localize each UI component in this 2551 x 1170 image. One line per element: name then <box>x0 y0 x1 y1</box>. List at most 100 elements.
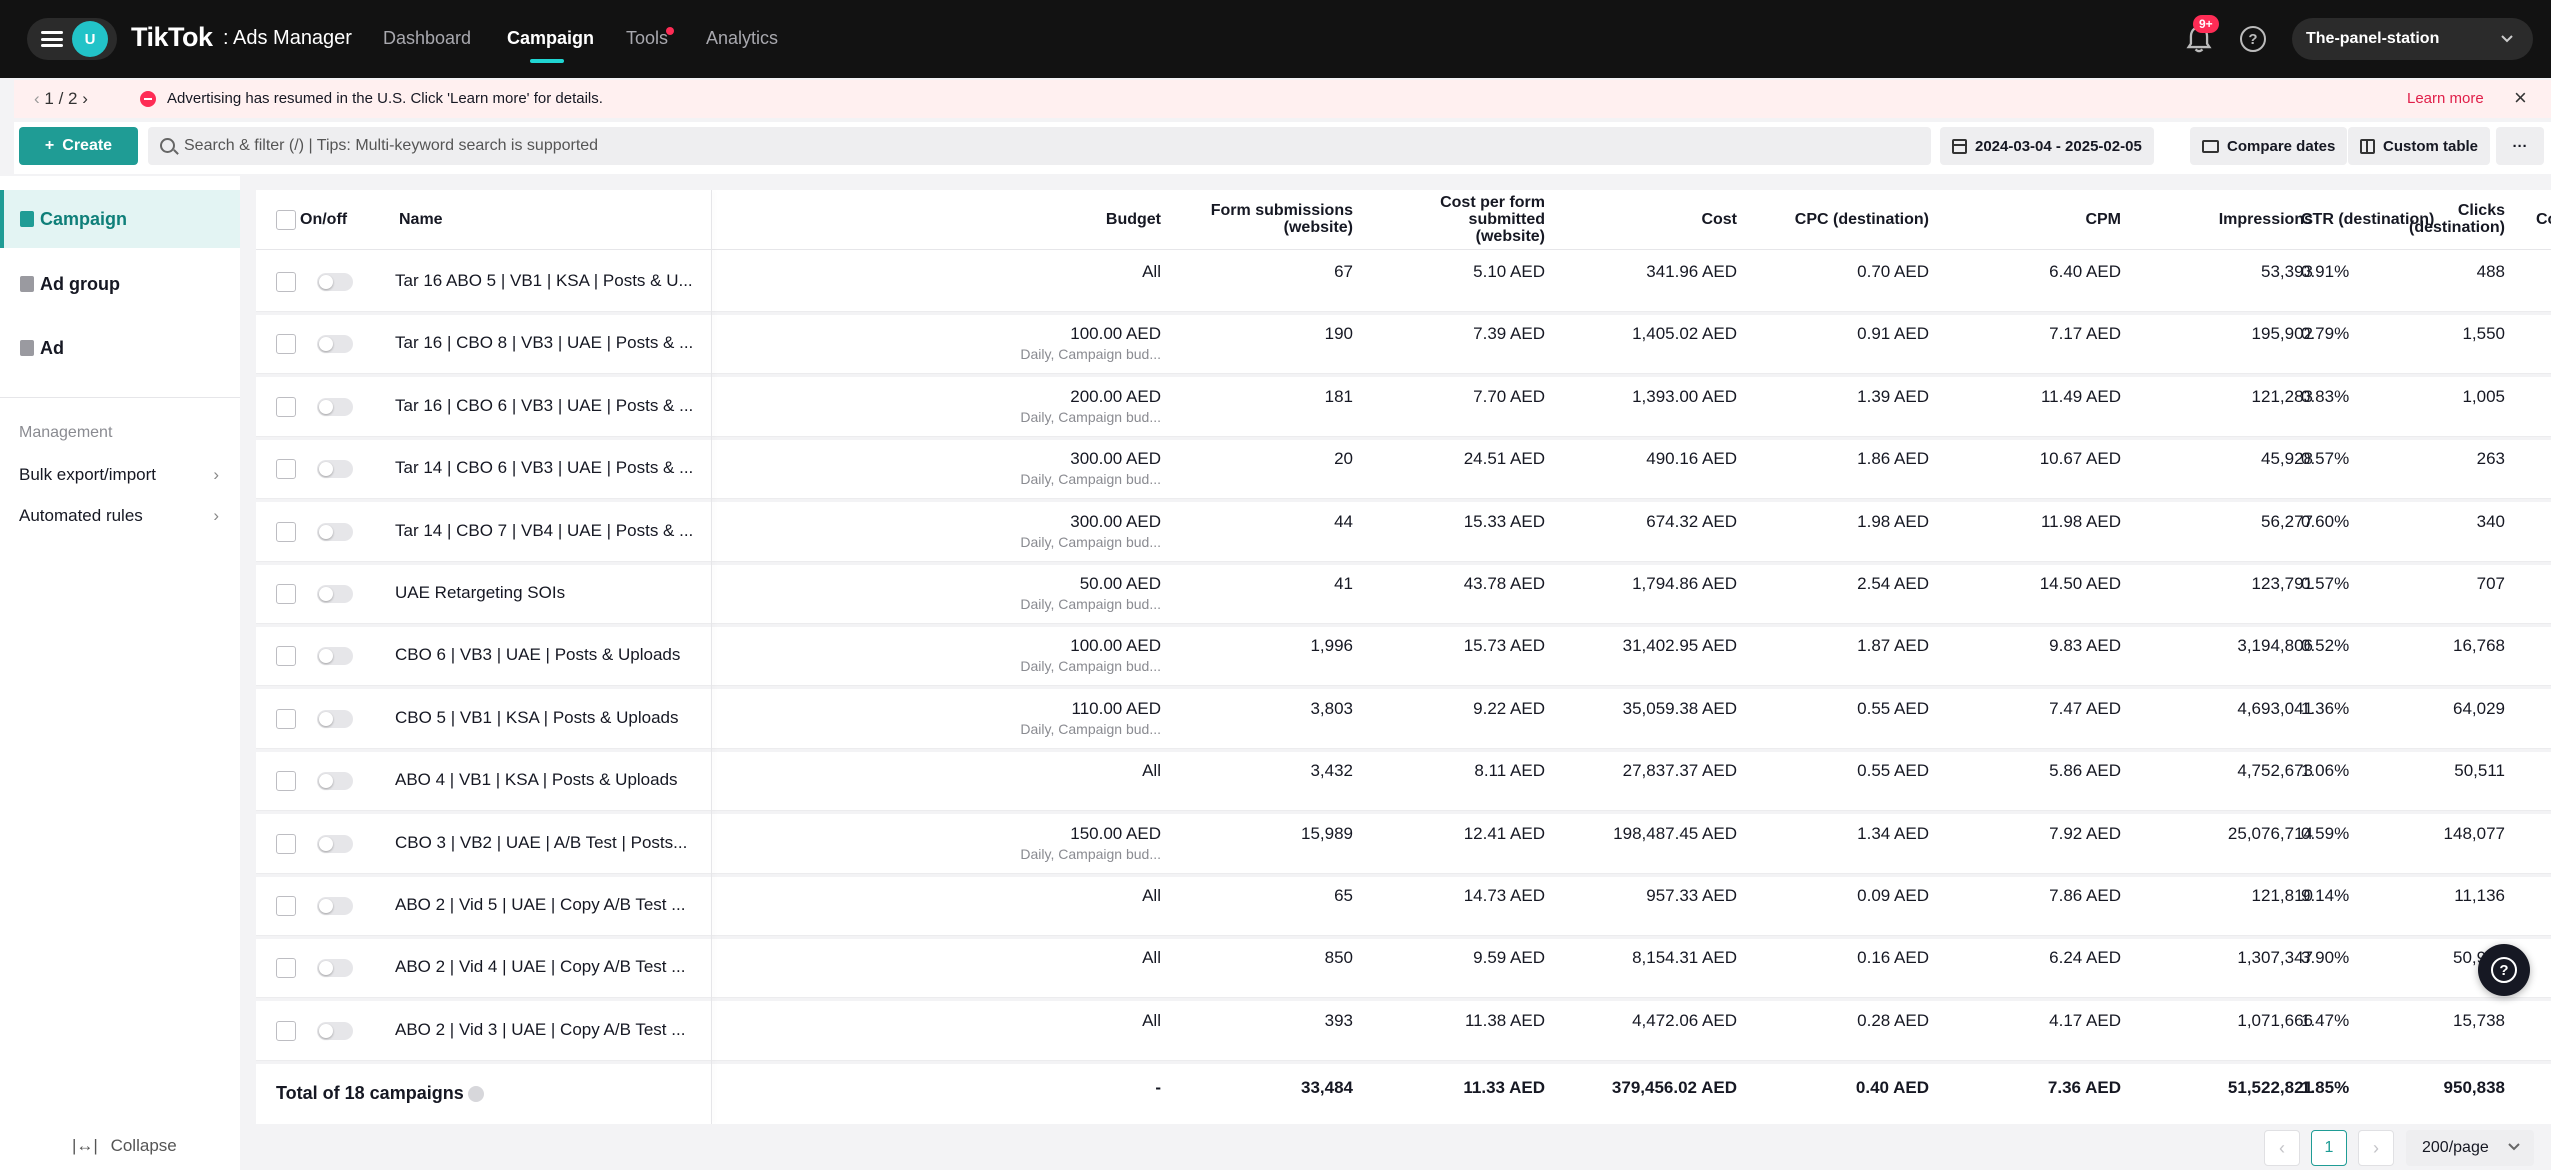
nav-campaign[interactable]: Campaign <box>507 28 595 48</box>
row-checkbox[interactable] <box>276 958 296 979</box>
automated-rules-item[interactable]: Automated rules › <box>19 506 219 526</box>
table-row[interactable]: ABO 2 | Vid 4 | UAE | Copy A/B Test ... A… <box>256 938 2551 1002</box>
row-checkbox[interactable] <box>276 396 296 417</box>
row-checkbox[interactable] <box>276 896 296 916</box>
row-checkbox[interactable] <box>276 771 296 792</box>
avatar[interactable]: U <box>72 21 108 57</box>
campaign-name-link[interactable]: ABO 4 | VB1 | KSA | Posts & Uploads <box>395 770 678 790</box>
row-status-toggle[interactable] <box>317 335 353 354</box>
row-checkbox[interactable] <box>276 459 296 480</box>
row-cost: 341.96 AED <box>1646 262 1737 281</box>
column-budget[interactable]: Budget <box>1105 211 1161 228</box>
campaign-name-link[interactable]: UAE Retargeting SOIs <box>395 583 566 602</box>
row-status-toggle[interactable] <box>317 273 353 291</box>
column-label: Form submissions <box>1210 202 1353 219</box>
column-cpm[interactable]: CPM <box>2085 211 2121 228</box>
table-row[interactable]: Tar 14 | CBO 6 | VB3 | UAE | Posts & ...… <box>256 439 2551 503</box>
learn-more-link[interactable]: Learn more <box>2407 90 2484 107</box>
close-icon[interactable]: × <box>2514 85 2527 110</box>
custom-table-label: Custom table <box>2383 137 2479 155</box>
compare-dates-button[interactable]: Compare dates <box>2190 127 2348 165</box>
chevron-left-icon[interactable]: ‹ <box>34 89 40 108</box>
row-status-toggle[interactable] <box>317 834 353 853</box>
table-row[interactable]: Tar 16 | CBO 8 | VB3 | UAE | Posts & ...… <box>256 314 2551 378</box>
table-row[interactable]: ABO 4 | VB1 | KSA | Posts & Uploads All 3,… <box>256 751 2551 815</box>
campaign-name-link[interactable]: CBO 6 | VB3 | UAE | Posts & Uploads <box>395 645 681 665</box>
table-row[interactable]: CBO 6 | VB3 | UAE | Posts & Uploads 100.0… <box>256 626 2551 690</box>
row-checkbox[interactable] <box>276 646 296 667</box>
row-status-toggle[interactable] <box>317 959 353 978</box>
row-checkbox[interactable] <box>276 833 296 854</box>
table-row[interactable]: ABO 2 | Vid 3 | UAE | Copy A/B Test ... A… <box>256 1001 2551 1064</box>
chevron-right-icon[interactable]: › <box>82 89 88 108</box>
column-onoff[interactable]: On/off <box>300 211 348 228</box>
row-checkbox[interactable] <box>276 521 296 542</box>
row-status-toggle[interactable] <box>317 772 353 791</box>
table-row[interactable]: CBO 3 | VB2 | UAE | A/B Test | Posts... 1… <box>256 814 2551 877</box>
table-row[interactable]: UAE Retargeting SOIs 50.00 AED 41 43.78 AED… <box>256 564 2551 627</box>
nav-analytics[interactable]: Analytics <box>706 28 779 48</box>
sidebar-item-ad[interactable]: Ad <box>0 319 240 377</box>
table-row[interactable]: Tar 14 | CBO 7 | VB4 | UAE | Posts & ...… <box>256 502 2551 565</box>
account-switcher[interactable]: The-panel-station <box>2292 18 2533 60</box>
prev-page-button[interactable]: ‹ <box>2264 1130 2300 1166</box>
row-checkbox[interactable] <box>276 584 296 604</box>
column-cost[interactable]: Cost <box>1701 211 1737 228</box>
campaign-name-link[interactable]: CBO 5 | VB1 | KSA | Posts & Uploads <box>395 707 679 727</box>
column-clicks[interactable]: Clicks (destination) <box>2409 202 2505 236</box>
sidebar-item-campaign[interactable]: Campaign <box>0 190 240 248</box>
next-page-button[interactable]: › <box>2358 1130 2394 1166</box>
row-status-toggle[interactable] <box>317 709 353 728</box>
campaign-name-link[interactable]: Tar 16 | CBO 6 | VB3 | UAE | Posts & ... <box>395 395 694 415</box>
row-checkbox[interactable] <box>276 1020 296 1041</box>
select-all-checkbox[interactable] <box>276 210 296 230</box>
campaign-name-link[interactable]: Tar 14 | CBO 7 | VB4 | UAE | Posts & ... <box>395 520 694 540</box>
row-status-toggle[interactable] <box>317 1021 353 1040</box>
column-next-truncated[interactable]: Co <box>2536 211 2551 228</box>
row-status-toggle[interactable] <box>317 522 353 541</box>
row-status-toggle[interactable] <box>317 585 353 603</box>
campaign-name-link[interactable]: ABO 2 | Vid 3 | UAE | Copy A/B Test ... <box>395 1019 686 1039</box>
campaign-name-link[interactable]: Tar 14 | CBO 6 | VB3 | UAE | Posts & ... <box>395 458 694 478</box>
floating-help-button[interactable]: ? <box>2478 944 2530 996</box>
column-cpc[interactable]: CPC (destination) <box>1794 211 1929 228</box>
column-form-submissions[interactable]: Form submissions (website) <box>1211 202 1353 236</box>
help-icon[interactable]: ? <box>2240 26 2266 52</box>
table-row[interactable]: CBO 5 | VB1 | KSA | Posts & Uploads 110.0… <box>256 689 2551 752</box>
row-status-toggle[interactable] <box>317 647 353 666</box>
table-row[interactable]: Tar 16 | CBO 6 | VB3 | UAE | Posts & ...… <box>256 377 2551 440</box>
campaign-name-link[interactable]: ABO 2 | Vid 5 | UAE | Copy A/B Test ... <box>395 895 686 914</box>
bulk-export-import-item[interactable]: Bulk export/import › <box>19 465 219 485</box>
column-impressions[interactable]: Impressions <box>2218 211 2313 228</box>
row-checkbox[interactable] <box>276 708 296 729</box>
row-status-toggle[interactable] <box>317 897 353 915</box>
more-options-button[interactable]: ··· <box>2496 127 2544 165</box>
notice-pager[interactable]: ‹ 1 / 2 › <box>34 89 88 109</box>
search-input[interactable]: Search & filter (/) | Tips: Multi-keywor… <box>148 127 1931 165</box>
campaign-name-link[interactable]: Tar 16 | CBO 8 | VB3 | UAE | Posts & ... <box>395 333 694 353</box>
column-cost-per-form[interactable]: Cost per form submitted (website) <box>1440 194 1545 245</box>
column-name[interactable]: Name <box>399 211 443 228</box>
page-button-current[interactable]: 1 <box>2311 1130 2347 1166</box>
nav-tools[interactable]: Tools <box>626 28 669 48</box>
campaign-name-link[interactable]: Tar 16 ABO 5 | VB1 | KSA | Posts & U... <box>395 271 693 290</box>
nav-dashboard[interactable]: Dashboard <box>383 28 472 48</box>
row-status-toggle[interactable] <box>317 460 353 479</box>
campaign-name-link[interactable]: ABO 2 | Vid 4 | UAE | Copy A/B Test ... <box>395 957 686 977</box>
row-checkbox[interactable] <box>276 334 296 355</box>
column-ctr[interactable]: CTR (destination) <box>2301 211 2435 228</box>
campaign-name-link[interactable]: CBO 3 | VB2 | UAE | A/B Test | Posts... <box>395 832 688 852</box>
date-range-picker[interactable]: 2024-03-04 - 2025-02-05 <box>1940 127 2154 165</box>
row-checkbox[interactable] <box>276 272 296 292</box>
custom-table-button[interactable]: Custom table <box>2348 127 2491 165</box>
collapse-sidebar-button[interactable]: |↔| Collapse <box>72 1136 177 1156</box>
sidebar-item-ad-group[interactable]: Ad group <box>0 255 240 313</box>
top-bar: U TikTok : Ads Manager Dashboard Campaig… <box>0 0 2551 78</box>
row-status-toggle[interactable] <box>317 397 353 416</box>
table-row[interactable]: Tar 16 ABO 5 | VB1 | KSA | Posts & U... A… <box>256 252 2551 315</box>
create-button[interactable]: + Create <box>19 127 138 165</box>
tiktok-logo[interactable]: TikTok <box>131 22 213 52</box>
page-size-select[interactable]: 200/page <box>2406 1130 2534 1166</box>
info-icon[interactable] <box>467 1086 484 1103</box>
table-row[interactable]: ABO 2 | Vid 5 | UAE | Copy A/B Test ... A… <box>256 876 2551 939</box>
